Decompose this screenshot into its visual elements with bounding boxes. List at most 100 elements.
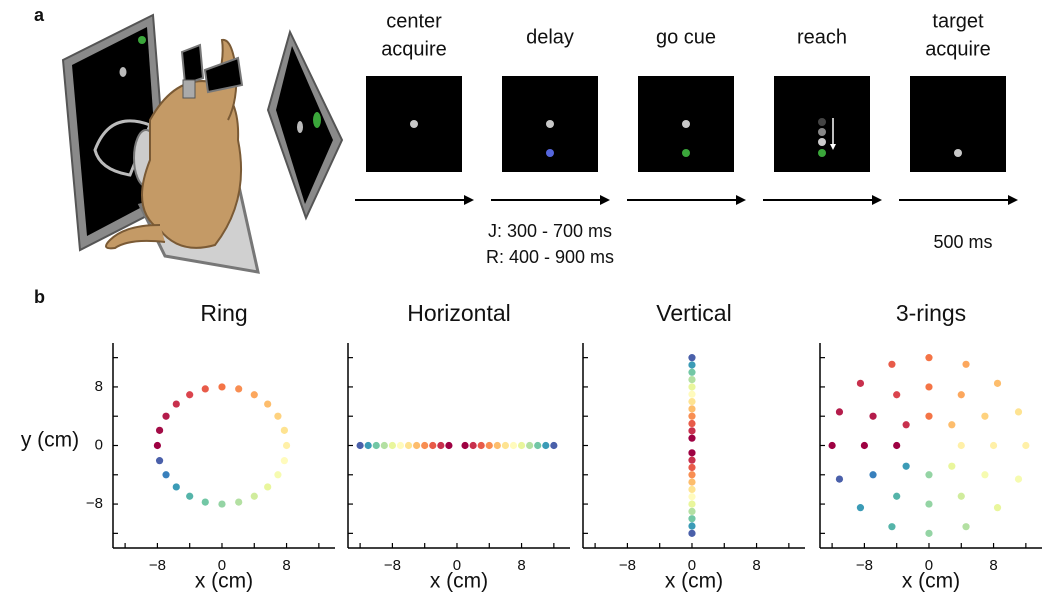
point: [478, 442, 485, 449]
point: [958, 442, 965, 449]
illustration: [63, 15, 342, 272]
delay-duration: J: 300 - 700 ms: [488, 221, 612, 241]
point: [470, 442, 477, 449]
point: [186, 391, 193, 398]
point: [486, 442, 493, 449]
point: [397, 442, 404, 449]
target-duration: 500 ms: [933, 232, 992, 252]
point: [502, 442, 509, 449]
point: [688, 493, 695, 500]
point: [429, 442, 436, 449]
delay-duration: R: 400 - 900 ms: [486, 247, 614, 267]
x-tick-label: 8: [282, 557, 290, 574]
point: [925, 530, 932, 537]
point: [1022, 442, 1029, 449]
x-tick-label: −8: [856, 557, 873, 574]
point: [281, 427, 288, 434]
point: [925, 354, 932, 361]
point: [981, 471, 988, 478]
point: [281, 457, 288, 464]
point: [186, 493, 193, 500]
point: [688, 486, 695, 493]
point: [264, 400, 271, 407]
point: [373, 442, 380, 449]
point: [688, 391, 695, 398]
point: [357, 442, 364, 449]
point: [836, 476, 843, 483]
point: [1015, 408, 1022, 415]
point: [688, 383, 695, 390]
point: [925, 471, 932, 478]
epoch-title: go cue: [656, 26, 716, 48]
point: [162, 471, 169, 478]
point: [869, 471, 876, 478]
point: [156, 457, 163, 464]
point: [688, 376, 695, 383]
epoch-title: center: [386, 10, 442, 32]
point: [958, 493, 965, 500]
point: [948, 463, 955, 470]
point: [688, 398, 695, 405]
x-tick-label: 8: [989, 557, 997, 574]
x-tick-label: 0: [688, 557, 696, 574]
point: [688, 522, 695, 529]
y-tick-label: 0: [95, 436, 103, 453]
point: [218, 500, 225, 507]
point: [283, 442, 290, 449]
point: [903, 421, 910, 428]
point: [534, 442, 541, 449]
x-tick-label: 8: [752, 557, 760, 574]
point: [688, 420, 695, 427]
point: [836, 408, 843, 415]
point: [251, 391, 258, 398]
point: [518, 442, 525, 449]
point: [925, 383, 932, 390]
point: [688, 508, 695, 515]
point: [235, 385, 242, 392]
point: [994, 380, 1001, 387]
epoch-title: acquire: [925, 38, 991, 60]
point: [688, 471, 695, 478]
point: [413, 442, 420, 449]
y-axis-label: y (cm): [21, 429, 79, 452]
chart-title: Horizontal: [407, 300, 511, 326]
point: [893, 493, 900, 500]
point: [494, 442, 501, 449]
point: [421, 442, 428, 449]
point: [173, 483, 180, 490]
point: [888, 523, 895, 530]
chart-title: Vertical: [656, 300, 731, 326]
point: [893, 442, 900, 449]
epoch-title: reach: [797, 26, 847, 48]
epoch-title: acquire: [381, 38, 447, 60]
point: [962, 361, 969, 368]
point: [688, 354, 695, 361]
x-tick-label: 0: [218, 557, 226, 574]
point: [829, 442, 836, 449]
point: [445, 442, 452, 449]
point: [235, 498, 242, 505]
point: [688, 369, 695, 376]
point: [461, 442, 468, 449]
x-tick-label: 0: [453, 557, 461, 574]
point: [857, 380, 864, 387]
figure: a b: [0, 0, 1052, 596]
point: [389, 442, 396, 449]
point: [962, 523, 969, 530]
point: [688, 479, 695, 486]
point: [688, 464, 695, 471]
point: [948, 421, 955, 428]
point: [550, 442, 557, 449]
point: [903, 463, 910, 470]
point: [688, 405, 695, 412]
point: [251, 493, 258, 500]
point: [202, 385, 209, 392]
point: [1015, 476, 1022, 483]
point: [542, 442, 549, 449]
point: [173, 400, 180, 407]
point: [365, 442, 372, 449]
x-tick-label: 8: [517, 557, 525, 574]
point: [990, 442, 997, 449]
point: [274, 413, 281, 420]
point: [981, 413, 988, 420]
